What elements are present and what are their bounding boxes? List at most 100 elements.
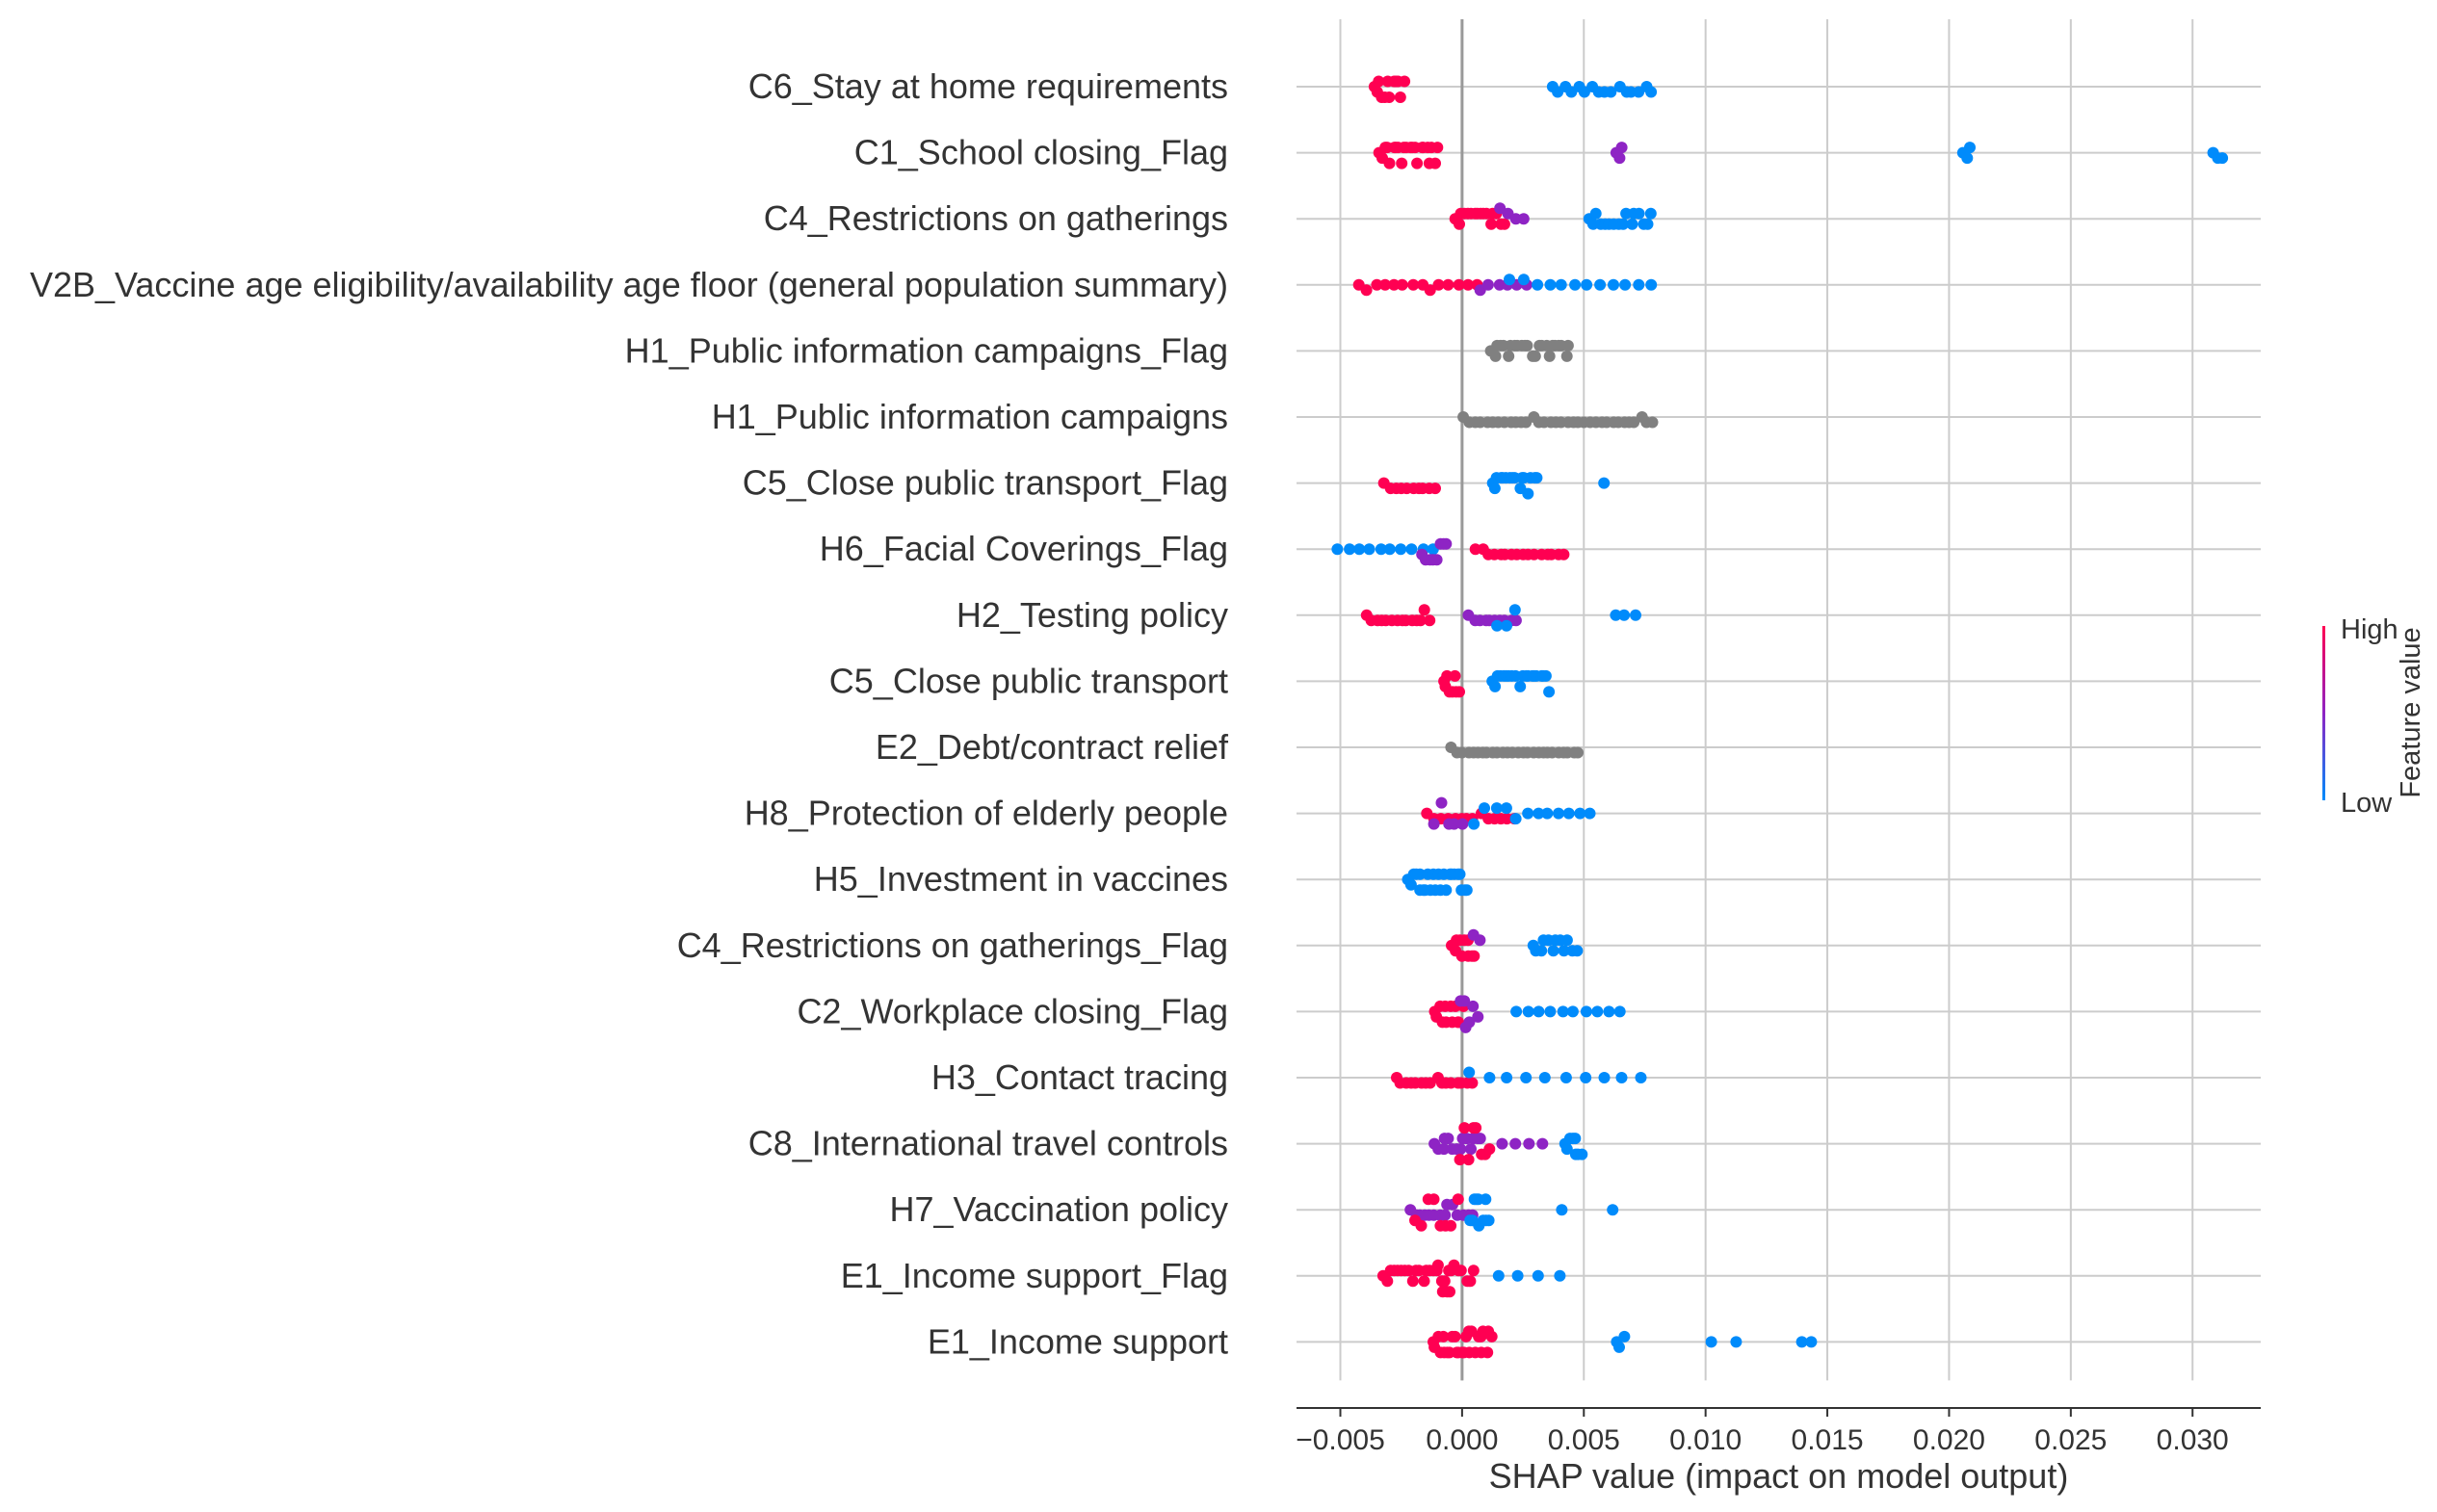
shap-point [1466,1077,1479,1089]
shap-point [1472,1010,1484,1023]
shap-point [1395,543,1407,556]
shap-point [1456,818,1469,830]
shap-point [1569,1133,1582,1145]
shap-point [1795,1336,1808,1348]
shap-point [1463,1066,1476,1079]
shap-point [1533,807,1545,820]
shap-point [1560,934,1573,947]
shap-point [1429,482,1441,495]
feature-label: H8_Protection of elderly people [745,794,1228,833]
shap-point [1474,934,1486,947]
shap-point [1607,1204,1619,1216]
shap-point [1454,868,1466,880]
feature-label: C5_Close public transport_Flag [743,463,1228,503]
shap-point [1396,157,1408,169]
shap-point [1452,1193,1464,1206]
shap-point [1428,818,1440,830]
shap-point [1509,614,1522,627]
shap-point [1613,1005,1626,1018]
shap-point [1492,1269,1505,1282]
shap-point [1480,1193,1492,1206]
shap-point [1641,218,1654,230]
shap-point [1375,543,1387,556]
shap-point [1465,1143,1477,1156]
shap-point [1558,548,1570,560]
feature-label: E1_Income support_Flag [841,1256,1228,1295]
feature-label: C4_Restrictions on gatherings [764,198,1228,238]
shap-point [1485,1330,1498,1343]
shap-point [1440,537,1453,550]
shap-point [1490,802,1503,815]
feature-label: H5_Investment in vaccines [814,859,1228,899]
shap-point [1405,543,1418,556]
shap-point [1964,142,1976,154]
shap-point [1432,278,1445,291]
shap-point [1630,609,1641,621]
shap-point [1454,1143,1467,1156]
shap-point [1353,543,1366,556]
color-bar-title: Feature value [2396,627,2426,797]
shap-point [1467,1000,1480,1012]
shap-point [1430,554,1443,566]
shap-point [1360,284,1373,297]
shap-point [1381,1275,1394,1288]
shap-point [1399,75,1411,88]
shap-point [1615,142,1628,154]
shap-point [1462,1154,1475,1166]
shap-point [1610,609,1622,621]
shap-point [1501,1072,1513,1083]
shap-point [1539,669,1552,682]
feature-labels: C6_Stay at home requirements C1_School cl… [30,66,1229,1361]
shap-point [1509,1137,1522,1150]
shap-point [1503,350,1515,362]
shap-point [1633,278,1645,291]
shap-point [1483,1072,1496,1083]
shap-point [1705,1336,1717,1348]
shap-point [1474,1133,1486,1145]
shap-point [1485,218,1498,230]
shap-point [1584,807,1596,820]
shap-point [1562,807,1575,820]
shap-point [1591,1005,1604,1018]
shap-point [1424,614,1436,627]
shap-point [1437,1330,1450,1343]
shap-point [1438,1275,1451,1288]
shap-point [1594,278,1607,291]
shap-point [1454,686,1465,698]
shap-point [1558,945,1570,957]
feature-label: H3_Contact tracing [931,1057,1228,1097]
shap-point [1496,1137,1508,1150]
shap-point [1449,669,1461,682]
shap-point [1501,619,1512,632]
shap-point [1508,604,1521,616]
shap-point [1429,157,1441,169]
shap-point [1431,1259,1444,1271]
shap-point [1554,1269,1566,1282]
shap-point [1458,1122,1471,1134]
shap-point [1628,416,1640,429]
feature-label: C1_School closing_Flag [854,133,1228,172]
shap-point [1559,1072,1572,1083]
color-bar-low-label: Low [2341,788,2393,819]
shap-point [1520,1072,1533,1083]
shap-point [1535,945,1548,957]
shap-point [1481,278,1494,291]
shap-point [1560,350,1573,362]
shap-point [1522,807,1534,820]
shap-point [1730,1336,1743,1348]
shap-point [1580,1005,1592,1018]
shap-point [1581,278,1593,291]
shap-point [1453,278,1465,291]
shap-point [1445,1219,1457,1232]
shap-point [1383,157,1396,169]
shap-point [1571,945,1584,957]
shap-point [1541,807,1554,820]
shap-point [1438,1143,1450,1156]
shap-point [1464,1275,1477,1288]
shap-point [1441,669,1454,682]
shap-point [1431,142,1444,154]
shap-point [1613,1341,1625,1353]
shap-point [1608,278,1619,291]
feature-label: C5_Close public transport [829,661,1228,700]
feature-label: H1_Public information campaigns [712,397,1228,436]
